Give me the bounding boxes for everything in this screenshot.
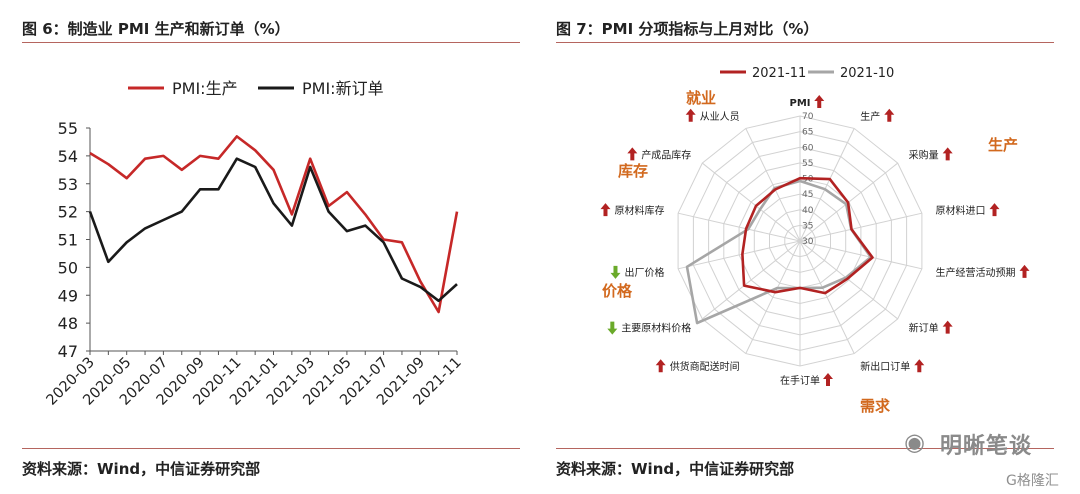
radar-tick-label: 65: [802, 128, 813, 138]
radar-axis-label-group: 在手订单: [780, 373, 833, 387]
radar-spoke: [799, 240, 855, 354]
right-source-rule: [556, 448, 1054, 449]
radar-group-label: 库存: [618, 162, 648, 180]
radar-axis-label-group: 原材料进口: [936, 203, 1000, 217]
left-source: 资料来源：Wind，中信证券研究部: [22, 460, 261, 478]
radar-spoke: [799, 128, 855, 242]
wechat-icon: ◉: [904, 428, 925, 456]
y-tick-label: 52: [58, 203, 78, 222]
trend-up-arrow-icon: [814, 95, 825, 108]
radar-group-label: 需求: [860, 397, 891, 415]
y-tick-label: 53: [58, 175, 78, 194]
radar-group-label: 价格: [602, 282, 633, 300]
trend-up-arrow-icon: [627, 147, 638, 161]
radar-tick-label: 45: [802, 190, 813, 200]
y-tick-label: 54: [58, 147, 78, 166]
radar-spoke: [799, 240, 922, 270]
left-source-rule: [22, 448, 520, 449]
y-tick-label: 48: [58, 314, 78, 333]
radar-axis-label: 生产经营活动预期: [936, 266, 1016, 279]
trend-up-arrow-icon: [1019, 264, 1030, 278]
left-chart-title: 图 6：制造业 PMI 生产和新订单（%）: [22, 20, 290, 38]
radar-legend-label: 2021-11: [752, 66, 806, 81]
right-chart-title: 图 7：PMI 分项指标与上月对比（%）: [556, 20, 819, 38]
y-tick-label: 50: [58, 258, 78, 277]
trend-up-arrow-icon: [942, 320, 953, 334]
right-title-rule: [556, 42, 1054, 43]
trend-up-arrow-icon: [600, 203, 611, 217]
right-source: 资料来源：Wind，中信证券研究部: [556, 460, 795, 478]
radar-axis-label-group: PMI: [789, 95, 825, 109]
radar-axis-label-group: 从业人员: [685, 108, 740, 123]
trend-down-arrow-icon: [607, 321, 618, 335]
radar-axis-label-group: 生产经营活动预期: [936, 264, 1030, 279]
y-tick-label: 55: [58, 119, 78, 138]
trend-up-arrow-icon: [655, 359, 666, 373]
radar-group-label: 生产: [988, 136, 1018, 154]
y-tick-label: 49: [58, 286, 78, 305]
radar-group-label: 就业: [686, 89, 716, 107]
radar-axis-label: 新出口订单: [860, 360, 910, 373]
radar-tick-label: 55: [802, 159, 813, 169]
series-line-production: [89, 135, 459, 314]
trend-up-arrow-icon: [884, 108, 895, 122]
left-title-rule: [22, 42, 520, 43]
radar-axis-label-group: 产成品库存: [627, 147, 691, 161]
radar-spoke: [678, 212, 801, 242]
radar-spoke: [799, 240, 899, 320]
radar-axis-label-group: 新订单: [909, 320, 953, 335]
trend-up-arrow-icon: [942, 147, 953, 161]
radar-series-2021-10: [685, 179, 873, 325]
radar-axis-label-group: 主要原材料价格: [607, 321, 691, 335]
radar-tick-label: 30: [802, 237, 814, 247]
line-chart: 4748495051525354552020-032020-052020-072…: [44, 79, 465, 409]
radar-axis-label: PMI: [789, 98, 810, 109]
radar-axis-label-group: 生产: [860, 108, 895, 123]
radar-axis-label: 采购量: [909, 148, 939, 161]
radar-axis-label: 新订单: [909, 322, 939, 335]
radar-spoke: [799, 212, 922, 242]
radar-tick-label: 40: [802, 206, 814, 216]
radar-tick-label: 35: [802, 221, 813, 231]
series-line-new-orders: [88, 157, 458, 303]
radar-axis-label: 产成品库存: [641, 148, 691, 161]
radar-axis-label: 原材料库存: [614, 204, 664, 217]
trend-up-arrow-icon: [989, 203, 1000, 217]
radar-spoke: [678, 240, 801, 270]
radar-axis-label-group: 出厂价格: [610, 265, 664, 279]
radar-axis-label: 原材料进口: [936, 204, 986, 217]
radar-axis-label: 出厂价格: [624, 266, 664, 279]
trend-up-arrow-icon: [823, 373, 833, 386]
radar-axis-label-group: 采购量: [909, 147, 953, 161]
radar-axis-label: 生产: [860, 110, 880, 123]
radar-tick-label: 60: [802, 143, 814, 153]
radar-axis-label: 从业人员: [700, 111, 740, 123]
y-tick-label: 51: [58, 231, 78, 250]
radar-legend-label: 2021-10: [840, 66, 894, 81]
legend-label: PMI:新订单: [302, 79, 384, 98]
radar-spoke: [701, 162, 801, 242]
y-tick-label: 47: [58, 342, 78, 361]
legend-label: PMI:生产: [172, 79, 238, 98]
radar-axis-label-group: 原材料库存: [600, 203, 664, 217]
trend-up-arrow-icon: [685, 108, 696, 122]
radar-axis-label: 主要原材料价格: [621, 322, 691, 335]
radar-spoke: [745, 240, 801, 354]
radar-tick-label: 70: [802, 112, 814, 122]
radar-axis-label: 供货商配送时间: [670, 360, 740, 373]
trend-down-arrow-icon: [610, 265, 621, 279]
watermark-sub: G格隆汇: [1006, 473, 1059, 489]
radar-axis-label-group: 新出口订单: [860, 359, 925, 373]
radar-axis-label-group: 供货商配送时间: [655, 359, 740, 373]
trend-up-arrow-icon: [914, 359, 925, 373]
radar-spoke: [745, 128, 801, 242]
radar-series-2021-11: [741, 176, 874, 295]
radar-axis-label: 在手订单: [780, 374, 820, 387]
radar-spoke: [701, 240, 801, 320]
watermark-text: 明晰笔谈: [940, 434, 1033, 459]
